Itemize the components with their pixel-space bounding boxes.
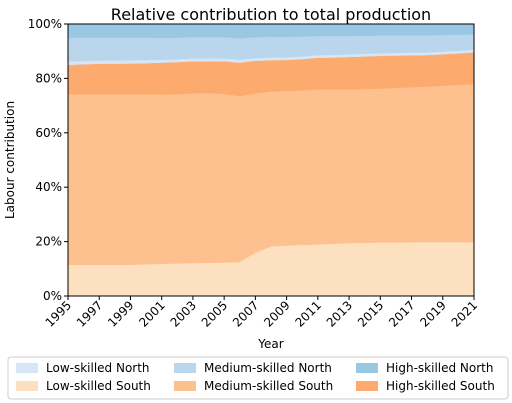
y-axis: 0% 20% 40% 60% 80% 100% [28,17,68,303]
legend: Low-skilled North Medium-skilled North Hig… [7,356,509,400]
y-tick-label: 0% [43,289,62,303]
x-tick-label: 2007 [230,298,261,329]
legend-label-high-skilled-north: High-skilled North [386,361,494,375]
x-tick-label: 2001 [136,298,167,329]
x-tick-label: 1997 [74,298,105,329]
y-tick-label: 40% [35,180,62,194]
legend-swatch-medium-skilled-south [174,381,196,391]
legend-box [7,356,509,400]
area-medium-skilled-south [67,83,475,265]
x-tick-label: 2015 [355,298,386,329]
x-tick-label: 2013 [324,298,355,329]
y-tick-label: 100% [28,17,62,31]
legend-swatch-high-skilled-south [356,381,378,391]
plot-frame [67,23,475,297]
area-series-group [67,23,475,297]
x-tick-label: 2003 [168,298,199,329]
legend-swatch-medium-skilled-north [174,363,196,373]
y-tick-label: 20% [35,235,62,249]
legend-label-medium-skilled-south: Medium-skilled South [204,379,333,393]
legend-swatch-high-skilled-north [356,363,378,373]
x-tick-label: 2017 [386,298,417,329]
y-tick-label: 80% [35,71,62,85]
x-axis-label: Year [257,337,283,351]
x-tick-label: 2021 [449,298,480,329]
legend-label-low-skilled-north: Low-skilled North [46,361,150,375]
legend-swatch-low-skilled-north [16,363,38,373]
x-tick-label: 2005 [199,298,230,329]
y-tick-label: 60% [35,126,62,140]
legend-label-medium-skilled-north: Medium-skilled North [204,361,332,375]
y-axis-label: Labour contribution [3,101,17,219]
x-tick-label: 2011 [292,298,323,329]
x-tick-label: 2009 [261,298,292,329]
legend-label-low-skilled-south: Low-skilled South [46,379,151,393]
legend-swatch-low-skilled-south [16,381,38,391]
x-tick-label: 2019 [417,298,448,329]
x-axis: 1995 1997 1999 2001 2003 2005 2007 2009 2011 2013… [43,296,480,330]
legend-label-high-skilled-south: High-skilled South [386,379,495,393]
x-tick-label: 1999 [105,298,136,329]
chart-title: Relative contribution to total productio… [111,5,431,24]
